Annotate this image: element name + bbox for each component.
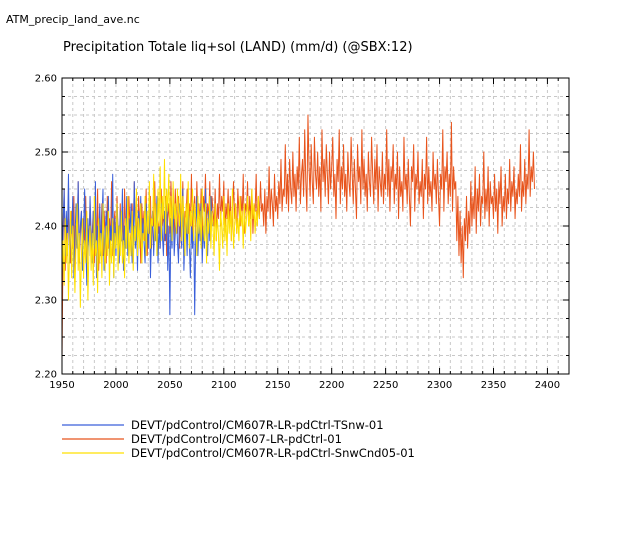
- x-tick-label: 2100: [211, 380, 236, 391]
- chart-title: Precipitation Totale liq+sol (LAND) (mm/…: [63, 40, 413, 55]
- series-line-2: [61, 158, 260, 308]
- legend-label-1: DEVT/pdControl/CM607-LR-pdCtrl-01: [131, 432, 342, 446]
- y-tick-label: 2.40: [35, 222, 57, 233]
- y-tick-label: 2.50: [35, 148, 57, 159]
- x-tick-label: 2050: [157, 380, 182, 391]
- file-label: ATM_precip_land_ave.nc: [6, 13, 140, 26]
- y-tick-label: 2.30: [35, 296, 57, 307]
- y-tick-label: 2.60: [35, 74, 57, 85]
- y-tick-label: 2.20: [35, 370, 57, 381]
- legend-label-2: DEVT/pdControl/CM607R-LR-pdCtrl-SnwCnd05…: [131, 446, 415, 460]
- x-tick-label: 2000: [103, 380, 128, 391]
- x-tick-label: 2350: [481, 380, 506, 391]
- series-layer: [61, 114, 535, 360]
- ticks: 2.20 2.30 2.40 2.50 2.60 1950 2000 2050 2100 2150…: [35, 74, 570, 391]
- series-line-1: [61, 114, 535, 360]
- x-tick-label: 2400: [535, 380, 560, 391]
- x-tick-label: 2200: [319, 380, 344, 391]
- x-tick-label: 1950: [49, 380, 74, 391]
- legend: DEVT/pdControl/CM607R-LR-pdCtrl-TSnw-01D…: [62, 418, 415, 460]
- x-tick-label: 2150: [265, 380, 290, 391]
- x-tick-label: 2250: [373, 380, 398, 391]
- legend-label-0: DEVT/pdControl/CM607R-LR-pdCtrl-TSnw-01: [131, 418, 384, 432]
- x-tick-label: 2300: [427, 380, 452, 391]
